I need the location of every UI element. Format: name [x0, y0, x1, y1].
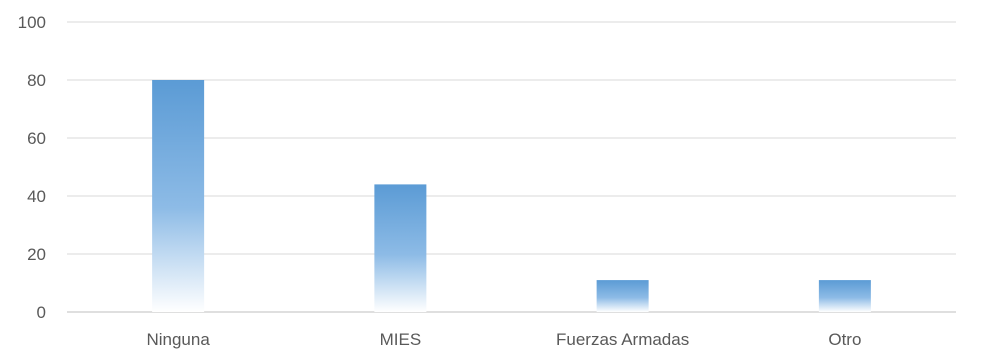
y-tick-label: 0 [37, 303, 46, 322]
x-tick-label: MIES [380, 330, 422, 349]
x-tick-label: Otro [828, 330, 861, 349]
x-axis-tick-labels: Ninguna MIES Fuerzas Armadas Otro [146, 330, 861, 349]
x-tick-label: Fuerzas Armadas [556, 330, 689, 349]
bar [152, 80, 205, 312]
gridlines [67, 21, 956, 313]
bar [818, 280, 871, 312]
bar [596, 280, 649, 312]
y-tick-label: 60 [27, 129, 46, 148]
x-tick-label: Ninguna [146, 330, 210, 349]
y-tick-label: 20 [27, 245, 46, 264]
y-tick-label: 100 [18, 13, 46, 32]
y-axis-tick-labels: 0 20 40 60 80 100 [18, 13, 46, 322]
bar [374, 184, 427, 312]
y-tick-label: 40 [27, 187, 46, 206]
y-tick-label: 80 [27, 71, 46, 90]
bars [152, 80, 871, 312]
